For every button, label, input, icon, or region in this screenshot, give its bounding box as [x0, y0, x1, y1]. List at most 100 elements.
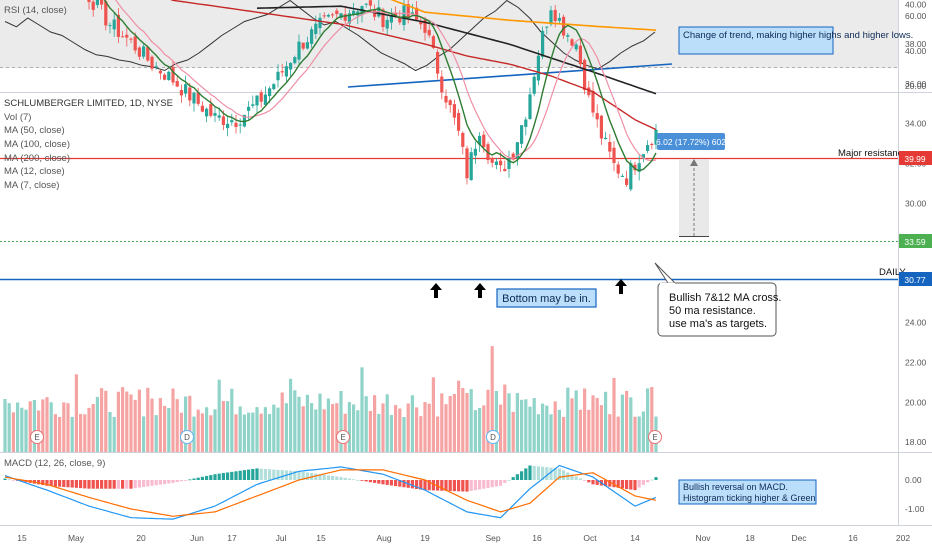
macd-histogram-bar	[612, 480, 616, 488]
macd-histogram-bar	[213, 474, 217, 480]
volume-bar	[583, 388, 587, 452]
candle	[604, 131, 608, 140]
macd-note[interactable]: Bullish reversal on MACD. Histogram tick…	[678, 479, 817, 505]
candle	[200, 101, 204, 113]
macd-histogram-bar	[620, 480, 624, 489]
indicator-legend[interactable]: SCHLUMBERGER LIMITED, 1D, NYSE Vol (7) M…	[4, 98, 173, 191]
candle	[226, 117, 230, 137]
volume-bar	[599, 405, 603, 452]
candle	[465, 145, 469, 185]
dividend-marker[interactable]: D	[486, 430, 500, 444]
macd-note-line: Histogram ticking higher & Green	[683, 493, 816, 503]
macd-histogram-bar	[562, 470, 566, 480]
time-tick: Jun	[190, 533, 204, 543]
macd-histogram-bar	[440, 480, 444, 491]
candle	[142, 44, 146, 59]
candle	[125, 27, 129, 47]
candle	[276, 64, 280, 88]
legend-item[interactable]: MA (100, close)	[4, 139, 70, 150]
volume-bar	[16, 402, 20, 452]
volume-bar	[410, 395, 414, 452]
volume-bar	[58, 416, 62, 452]
candle	[578, 37, 582, 69]
dividend-marker[interactable]: D	[180, 430, 194, 444]
candle	[146, 45, 150, 62]
macd-histogram-bar	[179, 480, 183, 482]
resistance-price-tag: 39.99	[899, 151, 932, 165]
rsi-panel[interactable]: RSI (14, close) 60.00 40.00 20.00 Change…	[0, 0, 927, 91]
earnings-marker[interactable]: E	[336, 430, 350, 444]
macd-histogram-bar	[104, 480, 108, 489]
legend-item[interactable]: MA (200, close)	[4, 153, 70, 164]
macd-histogram-bar	[394, 480, 398, 487]
volume-bar	[520, 399, 524, 452]
macd-histogram-bar	[478, 480, 482, 490]
volume-bar	[7, 403, 11, 452]
macd-histogram-bar	[465, 480, 469, 492]
macd-histogram-bar	[436, 480, 440, 491]
macd-histogram-bar	[125, 480, 129, 489]
volume-bar	[142, 416, 146, 452]
macd-histogram-bar	[251, 468, 255, 480]
macd-histogram-bar	[301, 471, 305, 480]
macd-panel[interactable]: MACD (12, 26, close, 9) 0.00 -1.00 Bulli…	[3, 458, 925, 520]
macd-histogram-bar	[528, 465, 532, 480]
volume-bar	[167, 408, 171, 452]
time-tick: 19	[420, 533, 430, 543]
volume-bar	[217, 379, 221, 452]
candle	[528, 87, 532, 120]
candle	[457, 109, 461, 136]
volume-bar	[646, 388, 650, 452]
volume-bar	[289, 378, 293, 452]
macd-histogram-bar	[616, 480, 620, 488]
volume-bar	[427, 403, 431, 452]
macd-histogram-bar	[352, 479, 356, 481]
rsi-note[interactable]: Change of trend, making higher highs and…	[678, 26, 913, 55]
bottom-note[interactable]: Bottom may be in.	[496, 288, 597, 308]
volume-bar	[625, 390, 629, 452]
price-panel[interactable]: 6.02 (17.72%) 602 Bottom may be in. Bull…	[0, 0, 932, 452]
candle	[305, 36, 309, 50]
volume-bar	[431, 377, 435, 452]
volume-bar	[154, 415, 158, 452]
measure-label: 6.02 (17.72%) 602	[656, 137, 726, 147]
time-tick: Oct	[583, 533, 597, 543]
legend-item[interactable]: Vol (7)	[4, 112, 31, 123]
candle	[343, 5, 347, 24]
earnings-marker[interactable]: E	[30, 430, 44, 444]
volume-bar	[347, 402, 351, 452]
macd-histogram-bar	[234, 471, 238, 480]
macd-histogram-bar	[377, 480, 381, 484]
candle	[541, 26, 545, 60]
cross-note[interactable]: Bullish 7&12 MA cross. 50 ma resistance.…	[654, 262, 782, 337]
time-axis[interactable]: 15 May 20 Jun 17 Jul 15 Aug 19 Sep 16 Oct 14 Nov 18 Dec…	[17, 533, 910, 543]
arrow-up-icon	[615, 279, 627, 294]
macd-histogram-bar	[637, 480, 641, 488]
volume-bar	[578, 409, 582, 452]
macd-histogram-bar	[389, 480, 393, 486]
legend-item[interactable]: MA (7, close)	[4, 180, 59, 191]
macd-histogram-bar	[633, 480, 637, 491]
ma-12-line	[115, 0, 657, 162]
macd-histogram-bar	[431, 480, 435, 491]
candle	[154, 61, 158, 70]
time-tick: Aug	[376, 533, 391, 543]
candle	[326, 13, 330, 18]
volume-bar	[163, 405, 167, 452]
legend-item[interactable]: MA (50, close)	[4, 125, 65, 136]
price-axis[interactable]: 44.0042.0040.0038.0036.0034.0032.0030.00…	[905, 0, 927, 447]
macd-histogram-bar	[255, 468, 259, 480]
candle	[188, 82, 192, 107]
macd-histogram-bar	[347, 478, 351, 480]
earnings-marker[interactable]: E	[648, 430, 662, 444]
legend-item[interactable]: MA (12, close)	[4, 166, 65, 177]
time-tick: 14	[630, 533, 640, 543]
macd-histogram-bar	[331, 475, 335, 480]
candle	[625, 170, 629, 187]
macd-histogram-bar	[604, 480, 608, 487]
candle	[461, 131, 465, 155]
measure-tool[interactable]: 6.02 (17.72%) 602	[656, 133, 726, 237]
volume-bar	[125, 391, 129, 452]
